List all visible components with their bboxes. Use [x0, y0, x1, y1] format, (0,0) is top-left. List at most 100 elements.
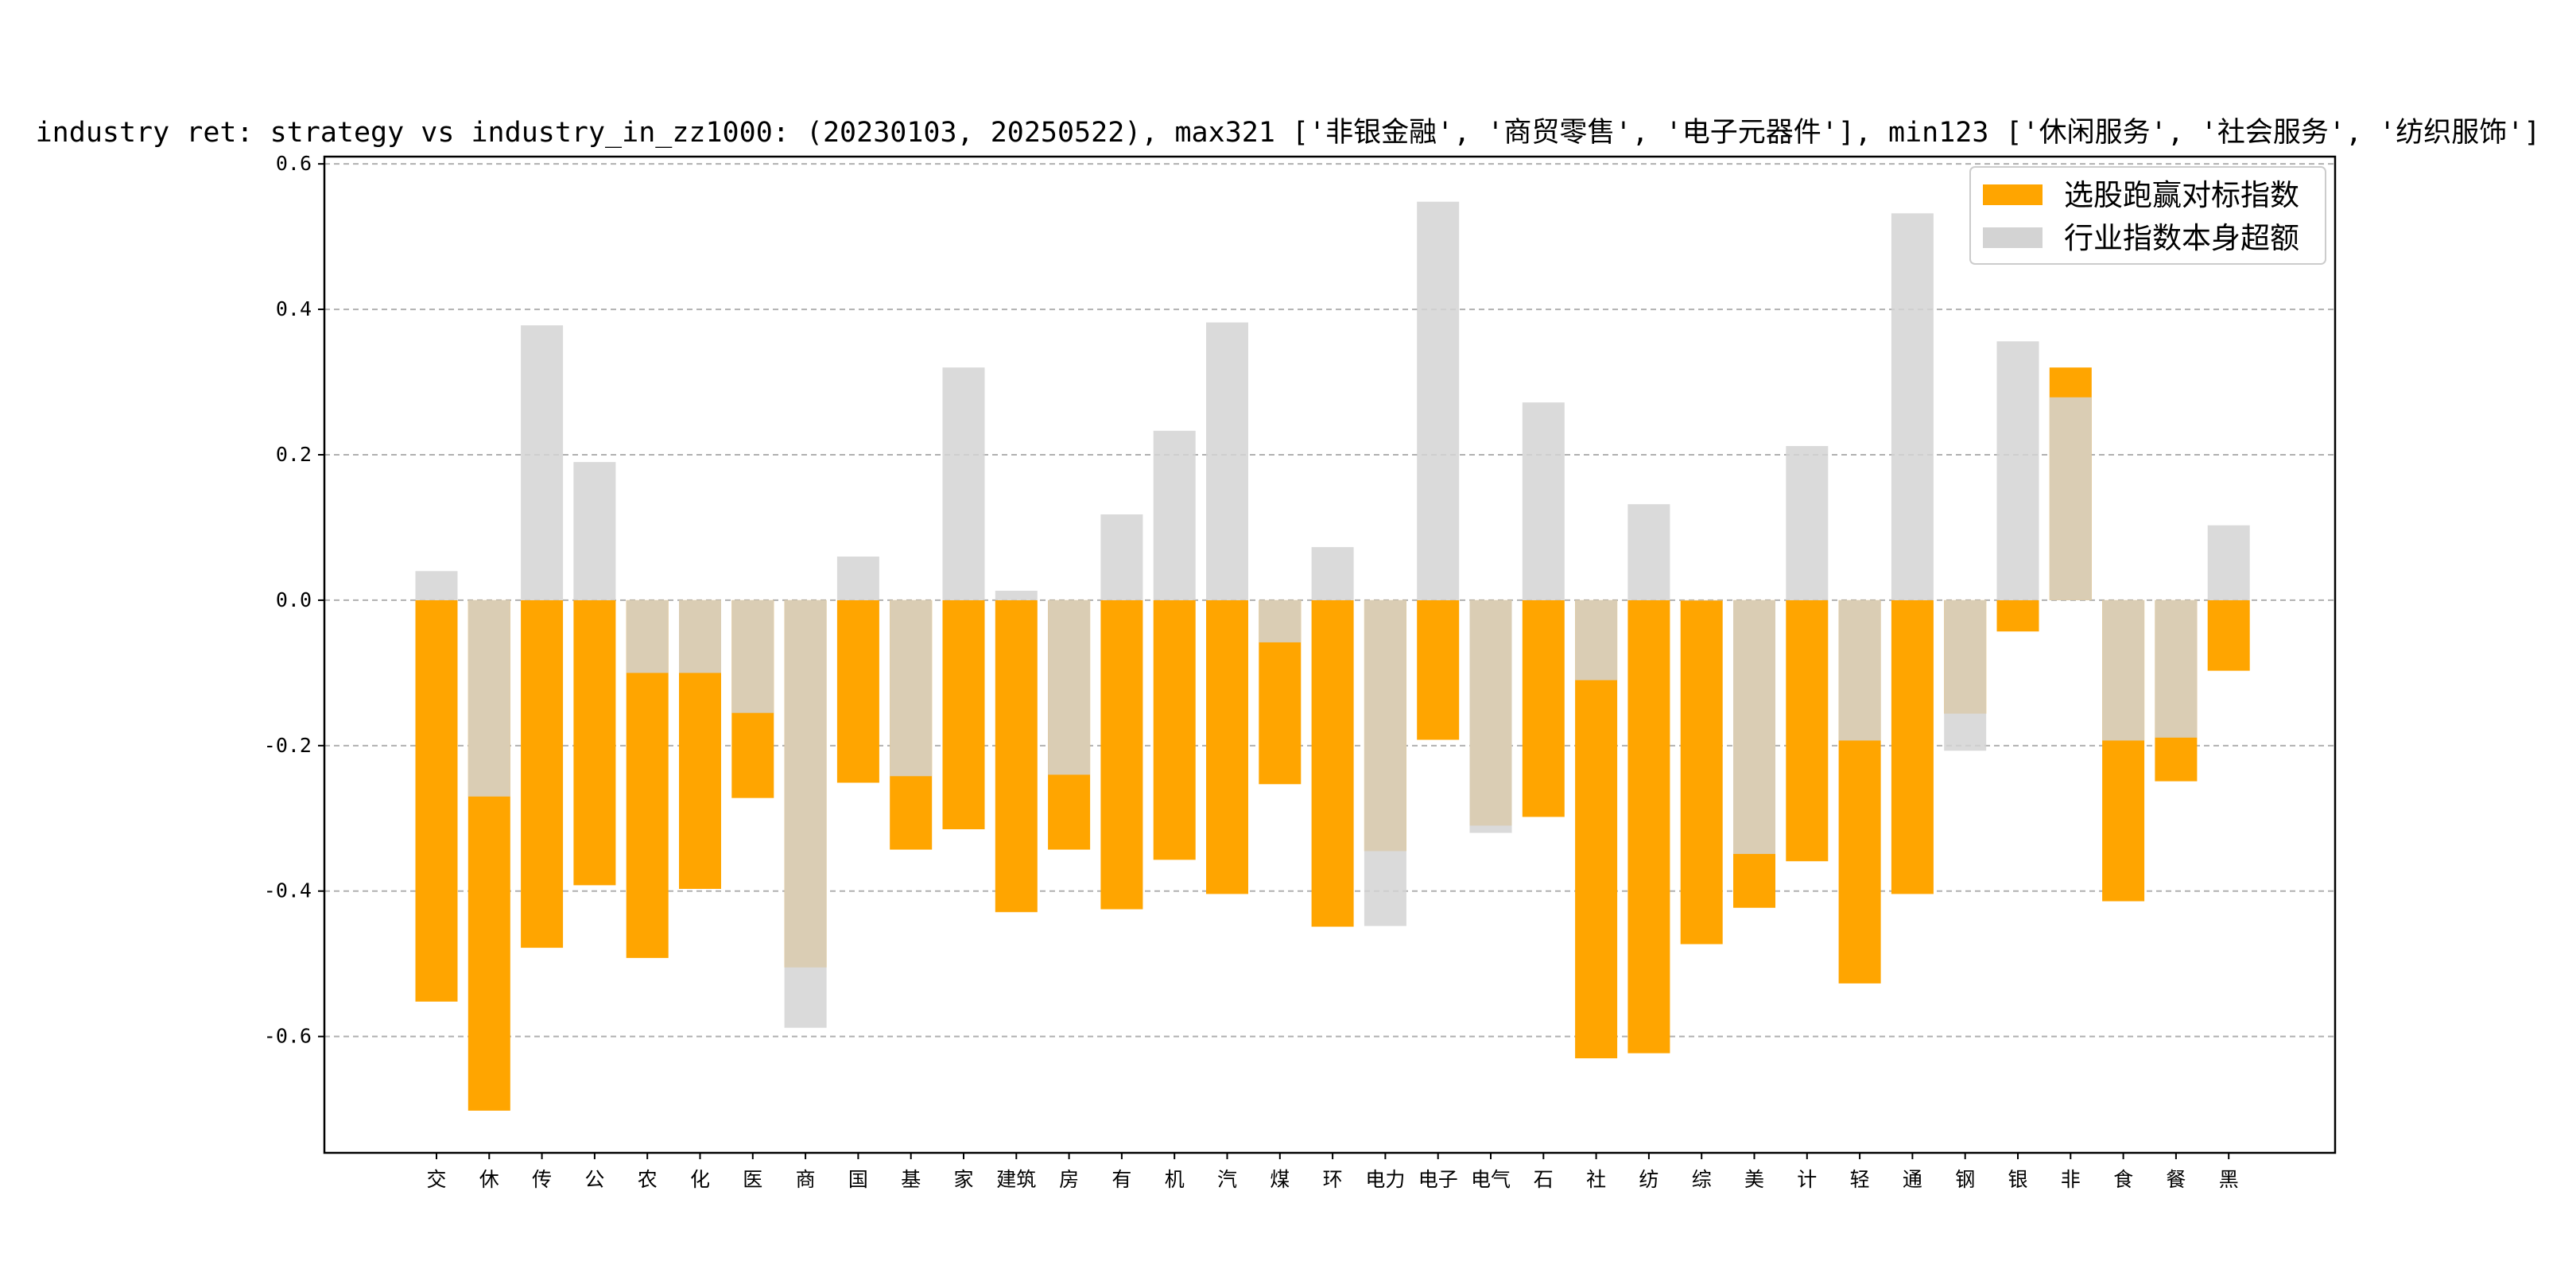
bar-industry-excess — [467, 599, 510, 797]
bar-outperform — [521, 599, 564, 949]
x-tick-label: 黑 — [2219, 1168, 2239, 1191]
x-tick-label: 电力 — [1365, 1168, 1405, 1191]
bar-industry-excess — [1469, 599, 1512, 833]
x-tick-label: 基 — [901, 1168, 921, 1191]
bar-outperform — [942, 599, 985, 830]
y-axis: -0.6 -0.4 -0.2 0.0 0.2 0.4 0.6 — [264, 152, 324, 1048]
bar-industry-excess — [521, 325, 564, 600]
bar-industry-excess — [679, 599, 721, 673]
bar-outperform — [995, 599, 1038, 913]
chart-title: industry ret: strategy vs industry_in_zz… — [36, 117, 2541, 149]
bar-industry-excess — [1100, 514, 1143, 600]
x-tick-label: 食 — [2113, 1168, 2133, 1191]
bar-industry-excess — [1786, 446, 1829, 600]
legend-label-outperform: 选股跑赢对标指数 — [2064, 178, 2299, 212]
x-tick-label: 钢 — [1955, 1168, 1975, 1191]
bar-industry-excess — [1364, 599, 1406, 926]
x-tick-label: 煤 — [1270, 1168, 1290, 1191]
x-tick-label: 房 — [1059, 1168, 1079, 1191]
bar-outperform — [1522, 599, 1565, 817]
bar-industry-excess — [1680, 599, 1723, 601]
x-tick-label: 石 — [1534, 1168, 1554, 1191]
bar-industry-excess — [1206, 322, 1248, 600]
bar-industry-excess — [836, 557, 879, 600]
bar-outperform — [1153, 599, 1196, 860]
bar-industry-excess — [942, 367, 985, 600]
bar-industry-excess — [1311, 547, 1354, 600]
x-tick-label: 纺 — [1639, 1168, 1658, 1191]
bar-industry-excess — [995, 591, 1038, 600]
x-tick-label: 交 — [426, 1168, 446, 1191]
y-tick-label: -0.6 — [264, 1025, 312, 1048]
x-tick-label: 公 — [584, 1168, 604, 1191]
x-tick-label: 电子 — [1418, 1168, 1458, 1191]
x-tick-label: 化 — [690, 1168, 710, 1191]
bar-outperform — [836, 599, 879, 783]
x-tick-label: 机 — [1165, 1168, 1185, 1191]
bar-outperform — [1311, 599, 1354, 927]
x-tick-label: 商 — [796, 1168, 816, 1191]
bar-industry-excess — [1048, 599, 1091, 775]
x-tick-label: 综 — [1692, 1168, 1712, 1191]
x-tick-label: 传 — [532, 1168, 552, 1191]
bar-outperform — [1786, 599, 1829, 862]
x-tick-label: 环 — [1323, 1168, 1343, 1191]
x-tick-label: 有 — [1111, 1168, 1131, 1191]
bar-outperform — [1206, 599, 1248, 894]
legend: 选股跑赢对标指数 行业指数本身超额 — [1969, 166, 2326, 265]
bar-outperform — [1680, 599, 1723, 945]
x-tick-label: 农 — [638, 1168, 658, 1191]
x-tick-label: 美 — [1744, 1168, 1764, 1191]
bar-industry-excess — [1891, 213, 1934, 600]
bar-industry-excess — [2155, 599, 2198, 738]
x-tick-label: 社 — [1586, 1168, 1606, 1191]
legend-box — [1969, 166, 2326, 265]
bars — [415, 201, 2250, 1111]
bar-industry-excess — [2102, 599, 2145, 741]
bar-industry-excess — [1944, 599, 1987, 751]
bar-industry-excess — [573, 462, 616, 600]
y-tick-label: -0.2 — [264, 734, 312, 757]
x-tick-label: 国 — [848, 1168, 868, 1191]
bar-outperform — [1417, 599, 1460, 740]
x-tick-label: 家 — [953, 1168, 973, 1191]
x-tick-label: 餐 — [2166, 1168, 2186, 1191]
x-tick-label: 医 — [743, 1168, 762, 1191]
bar-industry-excess — [415, 571, 458, 600]
x-tick-label: 非 — [2061, 1168, 2081, 1191]
bar-industry-excess — [2207, 525, 2250, 600]
x-tick-label: 通 — [1903, 1168, 1922, 1191]
bar-outperform — [1100, 599, 1143, 910]
bar-outperform — [2207, 599, 2250, 671]
bar-outperform — [1627, 599, 1670, 1053]
bar-industry-excess — [2049, 397, 2092, 600]
bar-industry-excess — [1733, 599, 1775, 855]
bar-outperform — [1996, 599, 2039, 632]
x-tick-label: 银 — [2008, 1168, 2027, 1191]
bar-industry-excess — [1996, 341, 2039, 600]
x-tick-label: 休 — [479, 1168, 499, 1191]
x-tick-label: 建筑 — [996, 1168, 1036, 1191]
bar-industry-excess — [1627, 504, 1670, 600]
bar-outperform — [1891, 599, 1934, 894]
bar-industry-excess — [731, 599, 774, 713]
x-tick-label: 电气 — [1471, 1168, 1511, 1191]
legend-swatch-outperform — [1983, 184, 2043, 205]
y-tick-label: 0.4 — [276, 297, 312, 320]
y-tick-label: -0.4 — [264, 879, 312, 902]
x-tick-label: 汽 — [1217, 1168, 1237, 1191]
legend-label-industry-excess: 行业指数本身超额 — [2064, 221, 2299, 255]
y-tick-label: 0.0 — [276, 588, 312, 611]
bar-industry-excess — [626, 599, 669, 673]
y-tick-label: 0.2 — [276, 443, 312, 466]
bar-industry-excess — [890, 599, 933, 777]
bar-outperform — [573, 599, 616, 886]
y-tick-label: 0.6 — [276, 152, 312, 175]
x-tick-label: 轻 — [1850, 1168, 1870, 1191]
x-tick-label: 计 — [1797, 1168, 1817, 1191]
x-axis: 交 休 传 公 农 化 医 商 国 基 家建筑房 有 机 汽 煤 环电力 电子 电气石 社 纺 综 美 计 轻 通 钢 银 非 食 餐 黑 — [426, 1153, 2239, 1191]
bar-outperform — [415, 599, 458, 1002]
bar-industry-excess — [1153, 430, 1196, 600]
bar-industry-excess — [1522, 402, 1565, 600]
bar-industry-excess — [784, 599, 827, 1028]
